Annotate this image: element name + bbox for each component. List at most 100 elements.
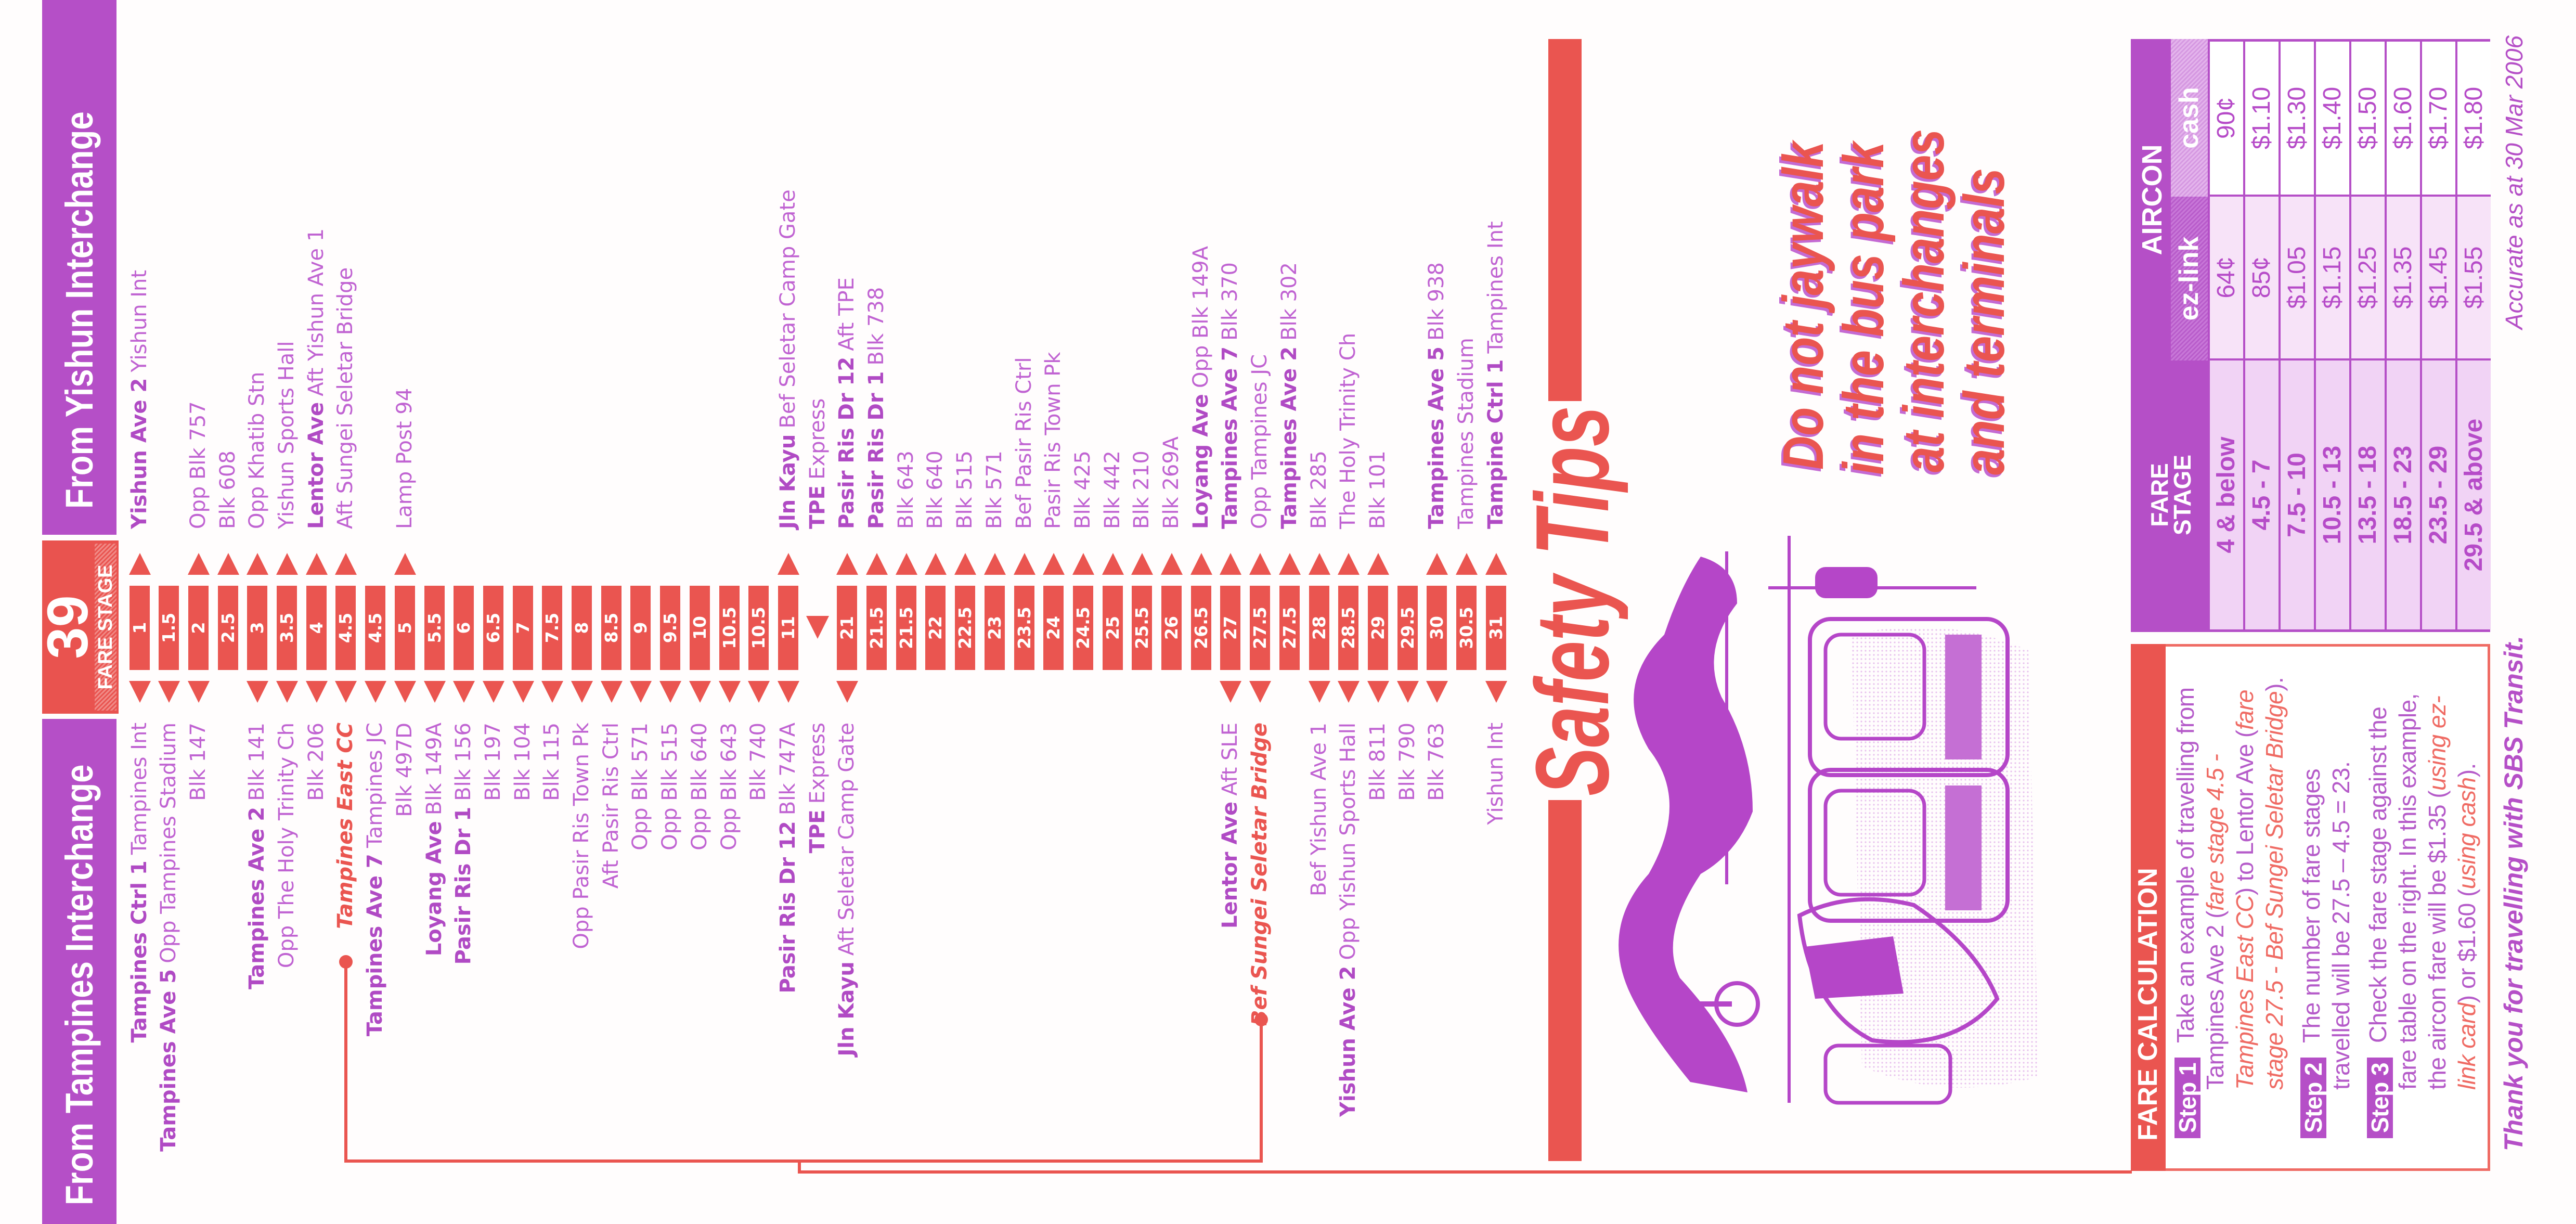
fare-table-row: 29.5 & above $1.55 $1.80	[2455, 42, 2491, 629]
stop-name: Yishun Sports Hall	[275, 341, 299, 529]
fare-stage-number: 5	[394, 586, 415, 670]
step-text: Check the fare stage against the	[2364, 706, 2391, 1043]
direction-arrow-icon	[1456, 553, 1478, 575]
ezlink-fare: $1.25	[2351, 197, 2385, 360]
direction-arrow-icon	[659, 681, 682, 703]
direction-arrow-icon	[335, 553, 357, 575]
fare-stage-range: 18.5 - 23	[2387, 360, 2420, 629]
fare-stage-number: 5.5	[424, 586, 445, 670]
route-row: Blk 811 Blk 101 29	[1363, 0, 1393, 1224]
direction-arrow-icon	[365, 681, 387, 703]
route-row: Blk 210 25.5	[1127, 0, 1157, 1224]
stop-label-to-yishun: Yishun Ave 2 Opp Yishun Sports Hall	[1334, 723, 1363, 1224]
fare-stage-number: 31	[1485, 586, 1506, 670]
step-text: ).	[2453, 763, 2480, 778]
stop-name: Opp Blk 515	[658, 723, 682, 851]
step-text-line: fare table on the right. In this example…	[2393, 647, 2423, 1168]
fare-stage-range: 7.5 - 10	[2281, 360, 2314, 629]
step-highlight-text: using cash	[2453, 777, 2480, 890]
direction-arrow-icon	[541, 681, 564, 703]
stop-name: Blk 370	[1218, 262, 1242, 341]
step-text: Tampines Ave 2 (	[2202, 910, 2229, 1090]
ezlink-fare: $1.35	[2387, 197, 2420, 360]
header-from-tampines: From Tampines Interchange	[42, 719, 116, 1224]
step-label: Step 3	[2366, 1057, 2393, 1138]
cash-fare: 90¢	[2210, 42, 2243, 197]
direction-arrow-icon	[1072, 553, 1094, 575]
stop-name: Blk 149A	[422, 723, 446, 816]
stop-name: Aft Sungei Seletar Bridge	[333, 267, 358, 529]
route-row: Blk 763 Tampines Ave 5 Blk 938 30	[1422, 0, 1452, 1224]
fare-stage-header-line: STAGE	[2169, 454, 2196, 536]
road-name: TPE	[805, 809, 830, 854]
stop-label-to-tampines: Blk 269A	[1157, 436, 1186, 529]
stop-label-to-yishun: Opp Blk 571	[626, 723, 655, 1224]
stop-label-to-yishun: Tampines Ctrl 1 Tampines Int	[125, 723, 154, 1224]
step-text: ) to Lentor Ave (	[2231, 730, 2258, 896]
direction-arrow-icon	[600, 681, 623, 703]
stop-name: Blk 643	[894, 450, 918, 529]
fare-stage-number: 9.5	[660, 586, 681, 670]
route-row: Pasir Ris Town Pk 24	[1039, 0, 1068, 1224]
fare-stage-number: 6.5	[483, 586, 503, 670]
direction-arrow-icon	[1161, 553, 1183, 575]
stop-label-to-tampines: Aft Sungei Seletar Bridge	[331, 267, 360, 529]
direction-arrow-icon	[128, 681, 151, 703]
step-text: The number of fare stages	[2298, 768, 2325, 1043]
route-row: Bef Yishun Ave 1 Blk 285 28	[1304, 0, 1334, 1224]
direction-arrow-icon	[571, 681, 593, 703]
ezlink-fare: $1.15	[2316, 197, 2349, 360]
direction-arrow-icon	[1249, 681, 1272, 703]
stop-label-to-tampines: Blk 285	[1304, 450, 1334, 529]
stop-name: Opp Blk 571	[628, 723, 653, 851]
stop-name: Blk 115	[540, 723, 564, 801]
stop-name: Blk 442	[1100, 450, 1124, 529]
route-row: Opp The Holy Trinity Ch Yishun Sports Hal…	[272, 0, 302, 1224]
stop-name: Opp Khatib Stn	[245, 371, 269, 529]
route-number: 39	[36, 595, 100, 659]
stop-name: Yishun Int	[127, 269, 151, 372]
road-name: Yishun Ave 2	[127, 378, 151, 529]
stop-label-to-yishun: Pasir Ris Dr 1 Blk 156	[449, 723, 478, 1224]
road-name: Jln Kayu	[775, 434, 800, 529]
road-name: Lentor Ave	[304, 402, 328, 529]
route-row: Blk 197 6.5	[478, 0, 508, 1224]
fare-stage-number: 2	[188, 586, 209, 670]
stop-label-to-tampines: Pasir Ris Dr 1 Blk 738	[862, 287, 891, 529]
cash-header: cash	[2171, 39, 2208, 197]
stop-name: The Holy Trinity Ch	[1336, 332, 1361, 529]
road-name: Yishun Ave 2	[1336, 965, 1361, 1117]
fare-table-row: 23.5 - 29 $1.45 $1.70	[2420, 42, 2455, 629]
road-name: Pasir Ris Dr 1	[451, 806, 476, 965]
stop-label-to-yishun: Yishun Int	[1481, 723, 1511, 1224]
fare-table: FARE STAGE AIRCON ez-link cash 4 & below…	[2131, 39, 2491, 632]
stop-label-to-yishun: Bef Yishun Ave 1	[1304, 723, 1334, 1224]
stop-name: Blk 197	[481, 723, 505, 801]
direction-arrow-icon	[1426, 681, 1448, 703]
route-row: Blk 206 Lentor Ave Aft Yishun Ave 1 4	[302, 0, 331, 1224]
stop-name: Lamp Post 94	[392, 388, 417, 529]
stop-label-to-tampines: Opp Blk 757	[184, 401, 213, 529]
stop-label-to-tampines: Opp Khatib Stn	[242, 372, 272, 529]
fare-calculation-title: FARE CALCULATION	[2131, 644, 2166, 1171]
step-text-line: link card) or $1.60 (using cash).	[2452, 647, 2482, 1168]
fare-stage-number: 24.5	[1072, 586, 1093, 670]
stop-label-to-tampines: Blk 608	[213, 450, 243, 529]
fare-stage-number: 26	[1161, 586, 1182, 670]
stop-label-to-tampines: Lamp Post 94	[390, 388, 420, 529]
safety-tips-title: Safety Tips	[1519, 406, 1628, 796]
road-name: Tampines Ave 5	[157, 969, 181, 1152]
fare-table-row: 4.5 - 7 85¢ $1.10	[2243, 42, 2279, 629]
route-row: Blk 104 7	[508, 0, 538, 1224]
header-from-yishun-title: From Yishun Interchange	[58, 111, 101, 509]
stop-name: Blk 740	[746, 723, 771, 801]
route-row: Lentor Ave Aft SLE Tampines Ave 7 Blk 370 27	[1215, 0, 1245, 1224]
route-row: Tampines Ave 7 Tampines JC 4.5	[360, 0, 390, 1224]
fare-stage-number: 7	[512, 586, 533, 670]
direction-arrow-icon	[1131, 553, 1154, 575]
route-row: Tampines Ave 5 Opp Tampines Stadium 1.5	[154, 0, 184, 1224]
stop-name: Blk 206	[304, 723, 328, 801]
fare-stage-number: 30.5	[1456, 586, 1477, 670]
road-name: Tampine Ctrl 1	[1483, 359, 1508, 529]
step-highlight-text: link card	[2453, 1003, 2480, 1090]
